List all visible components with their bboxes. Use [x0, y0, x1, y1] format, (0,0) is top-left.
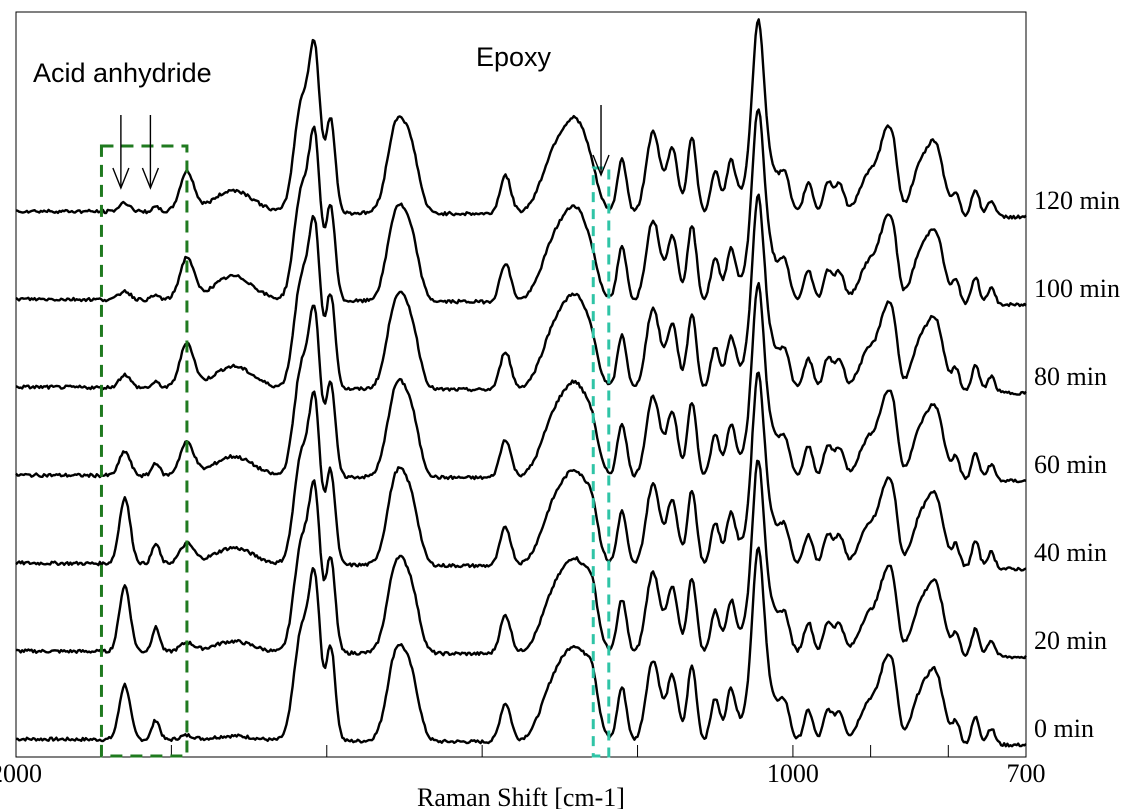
x-ticks: 2000 1000 700 — [0, 745, 1046, 788]
acid-anhydride-box — [99, 144, 189, 758]
series-label-0-min: 0 min — [1034, 714, 1094, 743]
spectrum-20-min — [15, 459, 1027, 660]
acid-anhydride-label: Acid anhydride — [33, 58, 212, 88]
x-axis-title: Raman Shift [cm-1] — [417, 783, 625, 809]
x-tick-label-1000: 1000 — [767, 759, 819, 788]
epoxy-label: Epoxy — [476, 42, 552, 72]
plot-frame — [15, 11, 1027, 758]
acid-arrow-1 — [112, 115, 130, 190]
series-label-100-min: 100 min — [1034, 274, 1120, 303]
series-labels: 0 min 20 min 40 min 60 min 80 min 100 min 120 … — [1034, 186, 1120, 743]
spectrum-100-min — [15, 108, 1027, 308]
spectrum-40-min — [15, 371, 1027, 572]
spectrum-0-min — [15, 546, 1027, 748]
epoxy-arrow — [592, 105, 610, 177]
x-tick-label-700: 700 — [1007, 759, 1046, 788]
series-label-60-min: 60 min — [1034, 450, 1107, 479]
series-label-80-min: 80 min — [1034, 362, 1107, 391]
spectrum-80-min — [15, 193, 1027, 396]
acid-arrow-2 — [141, 115, 160, 190]
series-label-120-min: 120 min — [1034, 186, 1120, 215]
spectrum-120-min — [15, 18, 1027, 220]
spectrum-60-min — [15, 281, 1027, 484]
series-label-20-min: 20 min — [1034, 626, 1107, 655]
x-tick-label-2000: 2000 — [0, 759, 42, 788]
annotation-arrows — [112, 105, 610, 190]
series-label-40-min: 40 min — [1034, 538, 1107, 567]
spectra-group — [15, 18, 1027, 748]
